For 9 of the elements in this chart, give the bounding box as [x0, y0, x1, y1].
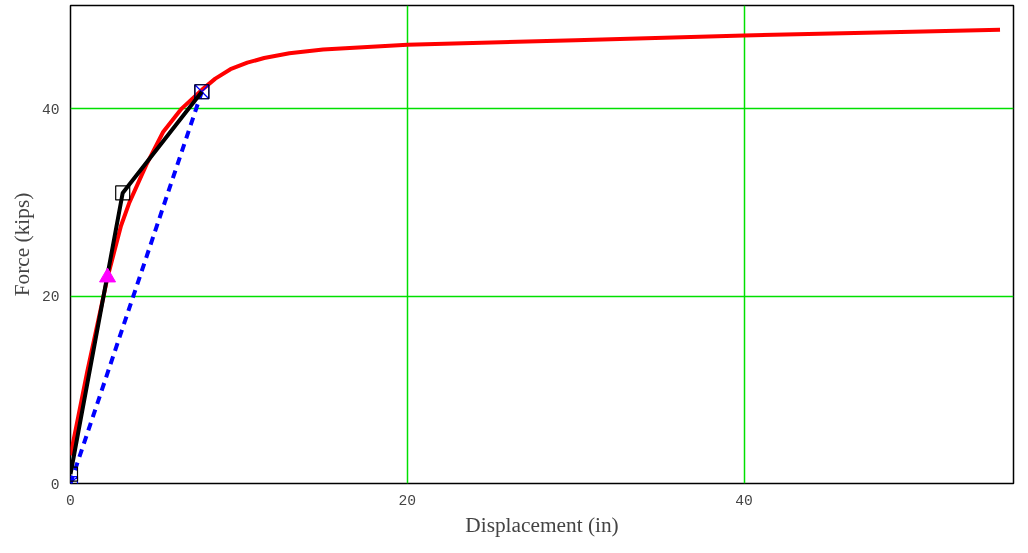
- y-tick-label: 40: [41, 101, 60, 118]
- line-series: [70, 27, 1003, 458]
- x-axis-title: Displacement (in): [465, 512, 619, 537]
- x-tick-label: 20: [398, 492, 417, 509]
- y-tick-label: 0: [50, 476, 60, 493]
- x-tick-label: 40: [735, 492, 753, 509]
- y-tick-label: 20: [41, 289, 60, 306]
- y-axis-title: Force (kips): [9, 192, 34, 297]
- x-tick-label: 0: [66, 492, 75, 509]
